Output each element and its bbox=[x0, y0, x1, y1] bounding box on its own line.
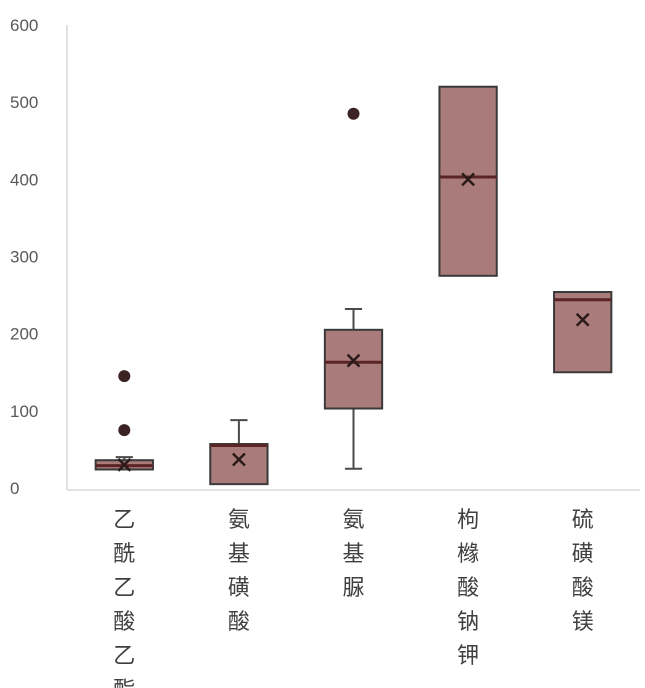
y-tick-label: 100 bbox=[10, 402, 38, 421]
outlier-point bbox=[118, 424, 131, 437]
box bbox=[438, 85, 498, 277]
x-category-label: 硫磺酸镁 bbox=[572, 508, 594, 635]
x-category-label: 氨基脲 bbox=[342, 508, 364, 601]
box-group bbox=[94, 370, 154, 472]
y-tick-label: 400 bbox=[10, 170, 38, 189]
box bbox=[209, 443, 269, 486]
box-group bbox=[438, 85, 498, 277]
y-tick-label: 600 bbox=[10, 16, 38, 35]
x-category-label: 枸橼酸钠钾 bbox=[457, 508, 479, 669]
y-axis: 0 100 200 300 400 500 600 bbox=[10, 16, 38, 498]
mean-marker bbox=[461, 172, 475, 187]
mean-marker bbox=[346, 353, 361, 368]
x-category-label: 氨基磺酸 bbox=[228, 508, 250, 635]
mean-marker bbox=[232, 452, 246, 467]
x-category-label: 乙酰乙酸乙酯 bbox=[113, 508, 135, 688]
box bbox=[553, 290, 613, 374]
box-group bbox=[209, 419, 269, 486]
box-group bbox=[323, 107, 384, 470]
y-tick-label: 500 bbox=[10, 93, 38, 112]
outlier-point bbox=[118, 370, 131, 383]
y-tick-label: 300 bbox=[10, 248, 38, 267]
box-group bbox=[553, 290, 613, 374]
mean-marker bbox=[575, 312, 590, 327]
outlier-point bbox=[347, 107, 360, 120]
y-tick-label: 0 bbox=[10, 479, 19, 498]
mean-marker bbox=[117, 457, 132, 472]
plot-area bbox=[94, 85, 613, 486]
x-axis-labels: 乙酰乙酸乙酯 氨基磺酸 氨基脲 枸橼酸钠钾 硫磺酸镁 bbox=[113, 508, 593, 688]
y-tick-label: 200 bbox=[10, 325, 38, 344]
box bbox=[323, 328, 384, 410]
